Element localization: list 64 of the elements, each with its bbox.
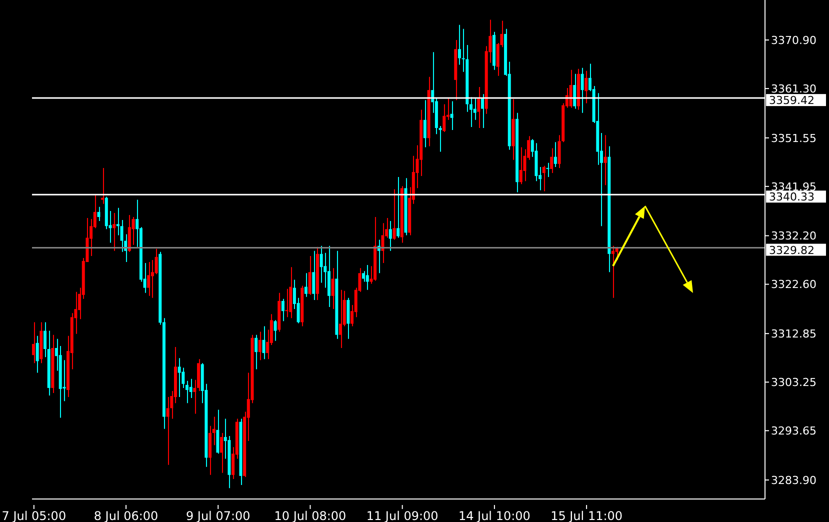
candlestick bbox=[346, 297, 350, 340]
y-tick-label: 3341.95 bbox=[771, 180, 816, 194]
candlestick bbox=[450, 100, 454, 131]
candlestick bbox=[220, 432, 224, 474]
y-tick-label: 3283.90 bbox=[771, 474, 816, 487]
candlestick bbox=[519, 146, 522, 185]
ref-line-label: 3340.33 bbox=[769, 190, 814, 204]
candlestick bbox=[112, 212, 116, 252]
candlestick bbox=[554, 142, 557, 168]
candlestick bbox=[477, 86, 480, 128]
candlestick bbox=[32, 322, 35, 364]
candlestick bbox=[339, 289, 342, 348]
candlestick bbox=[285, 288, 288, 318]
y-tick-label: 3312.85 bbox=[771, 327, 816, 340]
ref-line-label: 3359.42 bbox=[769, 94, 814, 108]
candlestick bbox=[546, 162, 550, 178]
candlestick bbox=[366, 264, 369, 290]
candlestick bbox=[362, 270, 366, 282]
candlestick bbox=[308, 255, 312, 296]
candlestick bbox=[97, 206, 100, 222]
y-tick-label: 3370.90 bbox=[771, 34, 816, 47]
candlestick bbox=[569, 69, 572, 108]
candlestick bbox=[147, 262, 150, 296]
candlestick bbox=[304, 272, 308, 298]
y-tick-label: 3303.25 bbox=[771, 376, 816, 390]
candlestick bbox=[423, 100, 426, 148]
candlestick bbox=[154, 248, 158, 275]
candlestick bbox=[254, 334, 258, 370]
candlestick bbox=[258, 331, 262, 361]
candlestick bbox=[166, 396, 170, 466]
candlestick bbox=[481, 94, 484, 128]
candlestick bbox=[189, 378, 192, 399]
candlestick bbox=[101, 167, 104, 204]
candlestick bbox=[388, 220, 392, 252]
candlestick bbox=[573, 73, 576, 110]
y-tick-label: 3322.60 bbox=[771, 278, 816, 292]
candlestick bbox=[611, 245, 614, 298]
candlestick bbox=[542, 165, 546, 192]
candlestick bbox=[396, 176, 400, 238]
candlestick bbox=[320, 245, 323, 284]
candlestick bbox=[584, 70, 588, 104]
y-tick-label: 3332.20 bbox=[771, 230, 816, 243]
candlestick bbox=[442, 104, 446, 133]
candlestick bbox=[381, 222, 384, 264]
candlestick bbox=[438, 125, 442, 152]
candlestick bbox=[550, 148, 554, 174]
candlestick bbox=[262, 326, 266, 360]
candlestick bbox=[281, 298, 284, 322]
candlestick bbox=[458, 24, 461, 66]
candlestick bbox=[312, 250, 316, 300]
candlestick bbox=[36, 335, 39, 374]
candlestick bbox=[216, 409, 220, 454]
ref-line-label: 3329.82 bbox=[769, 244, 814, 257]
candlestick bbox=[128, 214, 131, 252]
y-tick-label: 3351.55 bbox=[771, 132, 816, 145]
candlestick bbox=[580, 67, 584, 114]
candlestick bbox=[274, 320, 277, 342]
y-tick-label: 3293.65 bbox=[771, 424, 816, 438]
candlestick bbox=[392, 188, 396, 240]
candlestick bbox=[331, 268, 334, 310]
candlestick bbox=[150, 259, 154, 298]
candlestick bbox=[604, 134, 607, 186]
y-tick-label: 3361.30 bbox=[771, 82, 816, 96]
candlestick bbox=[178, 358, 181, 398]
